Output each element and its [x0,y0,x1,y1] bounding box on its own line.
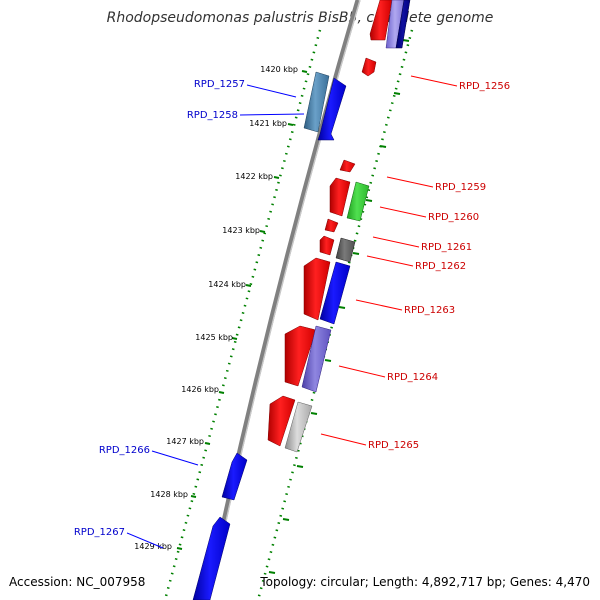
gene-features-forward [267,0,411,453]
gene-label[interactable]: RPD_1261 [421,242,472,253]
gene-arrow[interactable] [284,401,313,453]
gene-arrow[interactable] [221,452,248,501]
gene-label[interactable]: RPD_1257 [194,79,245,90]
kbp-label: 1423 kbp [222,226,260,235]
gene-label[interactable]: RPD_1259 [435,182,486,193]
gene-arrow[interactable] [335,237,356,263]
gene-label[interactable]: RPD_1263 [404,305,455,316]
gene-arrow[interactable] [303,257,331,321]
gene-labels-left: RPD_1257 RPD_1258 RPD_1266 RPD_1267 [74,79,245,538]
gene-arrow[interactable] [339,159,356,173]
kbp-label: 1429 kbp [134,542,172,551]
gene-labels-right: RPD_1256 RPD_1259 RPD_1260 RPD_1261 RPD_… [368,81,510,451]
gene-arrow[interactable] [192,516,231,600]
gene-arrow[interactable] [301,325,332,393]
kbp-label: 1427 kbp [166,437,204,446]
accession-text: Accession: NC_007958 [9,575,145,589]
gene-arrow[interactable] [317,77,347,141]
gene-arrow[interactable] [303,71,330,133]
gene-arrow[interactable] [284,325,317,387]
gene-arrow[interactable] [329,177,351,217]
gene-label[interactable]: RPD_1262 [415,261,466,272]
ruler-ticks-left [176,70,308,550]
kbp-label: 1424 kbp [208,280,246,289]
kbp-labels: 1420 kbp 1421 kbp 1422 kbp 1423 kbp 1424… [134,65,298,551]
gene-label[interactable]: RPD_1264 [387,372,438,383]
ruler-ticks-right [268,39,410,574]
gene-label[interactable]: RPD_1260 [428,212,479,223]
gene-arrow[interactable] [395,0,411,49]
kbp-label: 1425 kbp [195,333,233,342]
gene-arrow[interactable] [267,395,296,447]
kbp-label: 1422 kbp [235,172,273,181]
kbp-label: 1420 kbp [260,65,298,74]
gene-label[interactable]: RPD_1256 [459,81,510,92]
gene-label[interactable]: RPD_1258 [187,110,238,121]
ruler-line-left [163,29,322,600]
gene-label[interactable]: RPD_1265 [368,440,419,451]
gene-arrow[interactable] [319,235,335,256]
gene-label[interactable]: RPD_1266 [99,445,150,456]
kbp-label: 1421 kbp [249,119,287,128]
topology-text: Topology: circular; Length: 4,892,717 bp… [259,575,590,589]
gene-arrow[interactable] [346,181,370,222]
map-title: Rhodopseudomonas palustris BisB5, comple… [107,10,494,26]
gene-arrow[interactable] [324,218,339,233]
gene-arrow[interactable] [361,57,377,77]
label-leaders-left [126,84,305,549]
gene-arrow[interactable] [369,0,393,41]
label-leaders-right [320,75,458,446]
kbp-label: 1426 kbp [181,385,219,394]
gene-label[interactable]: RPD_1267 [74,527,125,538]
gene-arrow[interactable] [319,261,351,325]
kbp-label: 1428 kbp [150,490,188,499]
ruler-line-right [256,29,414,600]
gene-features-reverse [192,71,347,600]
